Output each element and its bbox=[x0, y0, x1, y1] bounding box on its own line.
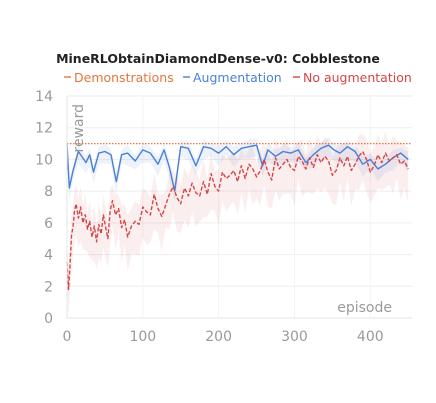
y-tick-label: 6 bbox=[44, 216, 53, 232]
variance-bands bbox=[67, 131, 409, 318]
y-tick-label: 4 bbox=[44, 248, 53, 264]
y-tick-label: 14 bbox=[35, 89, 53, 105]
legend-label: Demonstrations bbox=[74, 70, 174, 85]
y-tick-label: 10 bbox=[35, 152, 53, 168]
y-tick-label: 12 bbox=[35, 121, 53, 137]
y-tick-label: 2 bbox=[44, 279, 53, 295]
legend-label: Augmentation bbox=[193, 70, 282, 85]
y-tick-label: 0 bbox=[44, 311, 53, 327]
x-axis-label: episode bbox=[337, 300, 392, 316]
x-tick-label: 400 bbox=[357, 329, 384, 345]
legend: Demonstrations Augmentation No augmentatio… bbox=[64, 70, 412, 85]
variance-band bbox=[67, 131, 409, 318]
x-tick-label: 300 bbox=[281, 329, 308, 345]
chart-title: MineRLObtainDiamondDense-v0: Cobblestone bbox=[56, 51, 380, 66]
x-tick-label: 100 bbox=[129, 329, 156, 345]
series-line-no-augmentation bbox=[66, 150, 409, 291]
legend-label: No augmentation bbox=[303, 70, 412, 85]
x-tick-label: 0 bbox=[63, 329, 72, 345]
axes: 0 2 4 6 8 10 12 14 0 100 200 300 400 bbox=[35, 89, 412, 345]
series-lines bbox=[66, 142, 412, 291]
series-line-augmentation bbox=[66, 143, 409, 192]
variance-band bbox=[67, 137, 409, 203]
x-tick-label: 200 bbox=[205, 329, 232, 345]
grid bbox=[66, 95, 412, 319]
y-tick-label: 8 bbox=[44, 184, 53, 200]
y-axis-label: reward bbox=[71, 104, 87, 153]
